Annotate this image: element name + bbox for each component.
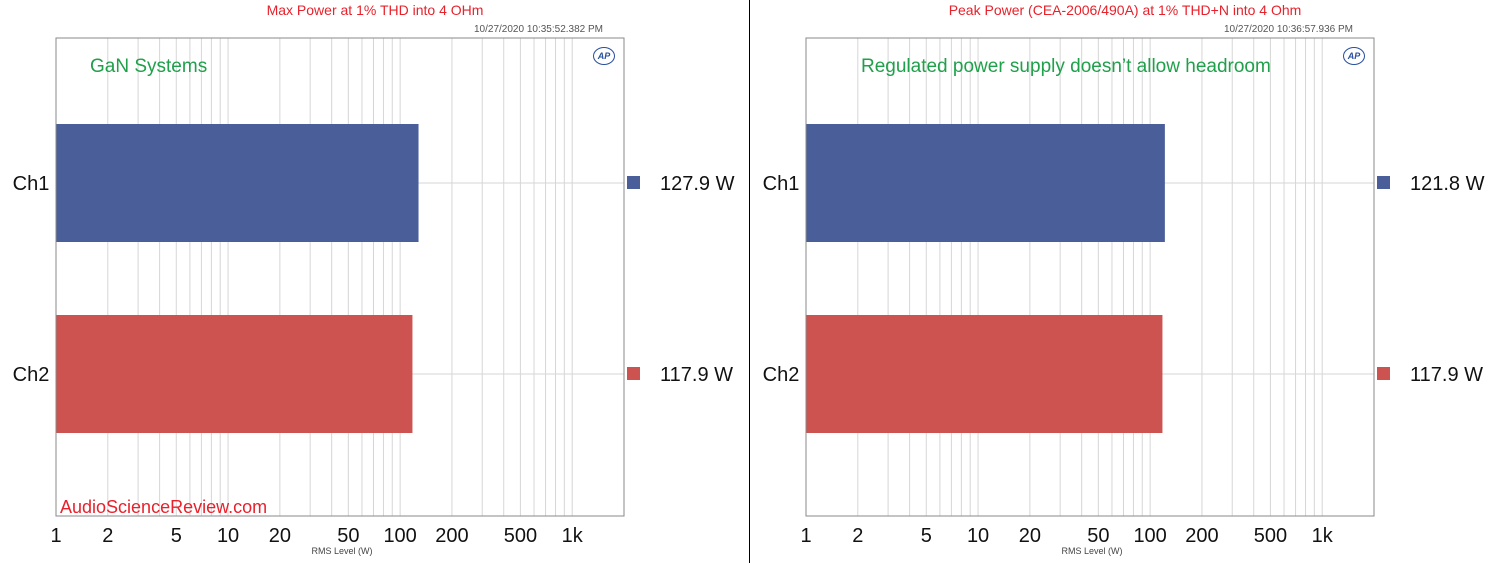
value-label: 117.9 W xyxy=(1410,364,1483,386)
x-tick-label: 10 xyxy=(217,525,239,547)
x-tick-label: 500 xyxy=(504,525,537,547)
chart-annotation: GaN Systems xyxy=(90,56,208,77)
chart-title: Peak Power (CEA-2006/490A) at 1% THD+N i… xyxy=(948,2,1302,18)
ap-logo-icon: AP xyxy=(593,47,615,65)
x-tick-label: 200 xyxy=(1185,525,1218,547)
plot-frame xyxy=(805,37,1375,517)
x-axis-label: RMS Level (W) xyxy=(311,546,373,556)
category-label: Ch1 xyxy=(763,173,800,195)
legend-marker xyxy=(1377,176,1390,189)
chart-timestamp: 10/27/2020 10:36:57.936 PM xyxy=(1224,24,1353,35)
plot-area xyxy=(806,38,1374,516)
x-tick-label: 200 xyxy=(435,525,468,547)
plot-frame xyxy=(55,37,625,517)
x-tick-label: 20 xyxy=(269,525,291,547)
bar-ch2 xyxy=(806,315,1163,433)
legend-marker xyxy=(627,176,640,189)
x-tick-label: 1 xyxy=(50,525,61,547)
x-tick-label: 10 xyxy=(967,525,989,547)
chart-timestamp: 10/27/2020 10:35:52.382 PM xyxy=(474,24,603,35)
bar-ch1 xyxy=(806,124,1165,242)
x-tick-label: 2 xyxy=(102,525,113,547)
legend-marker xyxy=(1377,367,1390,380)
watermark: AudioScienceReview.com xyxy=(60,497,268,517)
x-tick-label: 1 xyxy=(800,525,811,547)
bar-ch2 xyxy=(56,315,413,433)
value-label: 127.9 W xyxy=(660,173,735,195)
chart-panel-right: Ch1 Ch2 121.8 W 117.9 W 1 2 5 10 20 50 100 200 500 1k… xyxy=(750,0,1500,563)
ap-logo-icon: AP xyxy=(1343,47,1365,65)
x-tick-label: 100 xyxy=(1133,525,1166,547)
chart-title: Max Power at 1% THD into 4 OHm xyxy=(266,2,484,18)
value-label: 117.9 W xyxy=(660,364,733,386)
x-tick-label: 5 xyxy=(171,525,182,547)
bar-ch1 xyxy=(56,124,419,242)
category-label: Ch1 xyxy=(13,173,50,195)
x-tick-label: 5 xyxy=(921,525,932,547)
chart-plot-left: Ch1 Ch2 127.9 W 117.9 W 1 2 5 10 20 50 100 200 500 1k xyxy=(13,37,735,547)
x-tick-label: 20 xyxy=(1019,525,1041,547)
chart-plot-right: Ch1 Ch2 121.8 W 117.9 W 1 2 5 10 20 50 100 200 500 1k xyxy=(763,37,1485,547)
x-axis-label: RMS Level (W) xyxy=(1061,546,1123,556)
chart-panel-left: Ch1 Ch2 127.9 W 117.9 W 1 2 5 10 20 50 100 200 500 1k… xyxy=(12,0,750,563)
category-label: Ch2 xyxy=(13,364,50,386)
x-tick-label: 1k xyxy=(1312,525,1334,547)
x-tick-label: 50 xyxy=(1087,525,1109,547)
category-label: Ch2 xyxy=(763,364,800,386)
x-tick-label: 500 xyxy=(1254,525,1287,547)
plot-area xyxy=(56,38,624,516)
x-tick-label: 2 xyxy=(852,525,863,547)
x-tick-label: 1k xyxy=(562,525,584,547)
x-tick-label: 100 xyxy=(383,525,416,547)
legend-marker xyxy=(627,367,640,380)
x-tick-label: 50 xyxy=(337,525,359,547)
value-label: 121.8 W xyxy=(1410,173,1485,195)
chart-annotation: Regulated power supply doesn’t allow hea… xyxy=(861,56,1271,77)
